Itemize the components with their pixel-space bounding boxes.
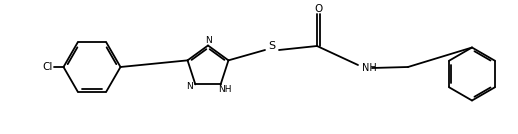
Text: N: N [205,36,211,44]
Text: NH: NH [218,85,232,94]
Text: O: O [314,3,323,14]
Text: Cl: Cl [43,62,53,72]
Text: N: N [186,82,193,91]
Text: NH: NH [362,63,377,73]
Text: S: S [268,41,276,51]
